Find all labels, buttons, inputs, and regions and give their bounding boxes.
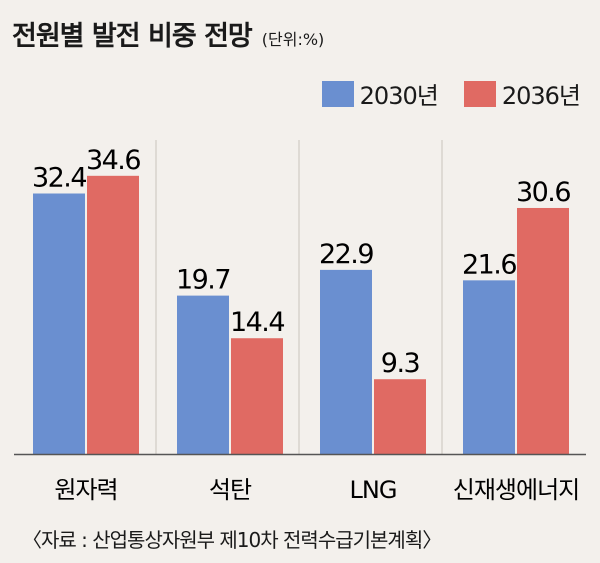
category-label-1: 원자력 (54, 476, 117, 504)
bar-4-2030년 (463, 280, 515, 454)
value-label-1-2036년: 34.6 (86, 145, 140, 176)
title-row: 전원별 발전 비중 전망 (단위:%) (12, 14, 324, 53)
category-label-4: 신재생에너지 (453, 476, 579, 504)
bar-1-2030년 (33, 193, 85, 454)
bar-3-2036년 (374, 379, 426, 454)
legend-item-2030: 2030년 (321, 76, 439, 111)
value-label-4-2036년: 30.6 (516, 177, 570, 208)
value-label-3-2036년: 9.3 (381, 348, 420, 379)
value-label-4-2030년: 21.6 (462, 249, 516, 280)
category-label-2: 석탄 (209, 476, 252, 504)
value-label-1-2030년: 32.4 (32, 163, 86, 194)
chart-unit: (단위:%) (261, 30, 325, 49)
bar-2-2036년 (231, 338, 283, 454)
value-label-3-2030년: 22.9 (319, 239, 373, 270)
value-label-2-2036년: 14.4 (230, 307, 284, 338)
source-note: 〈자료 : 산업통상자원부 제10차 전력수급기본계획〉 (22, 528, 442, 552)
bar-2-2030년 (177, 295, 229, 454)
legend: 2030년 2036년 (296, 76, 581, 111)
category-label-3: LNG (350, 476, 397, 504)
legend-item-2036: 2036년 (463, 76, 581, 111)
legend-label-2030: 2030년 (359, 82, 439, 110)
legend-swatch-2036 (463, 80, 496, 107)
bar-1-2036년 (87, 175, 139, 455)
legend-label-2036: 2036년 (501, 82, 581, 110)
chart-title: 전원별 발전 비중 전망 (12, 21, 253, 52)
bar-4-2036년 (517, 207, 569, 454)
bar-3-2030년 (320, 269, 372, 454)
legend-swatch-2030 (321, 80, 354, 107)
value-label-2-2030년: 19.7 (176, 265, 230, 296)
